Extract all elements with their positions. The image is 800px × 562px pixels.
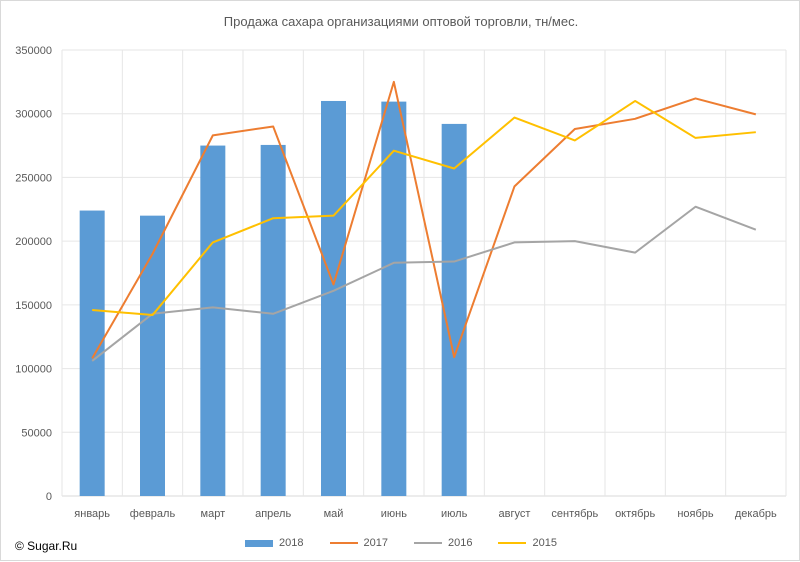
legend-item-2016: 2016 (414, 537, 472, 549)
bar-2018 (441, 123, 467, 496)
bar-2018 (381, 101, 407, 496)
x-tick-label: январь (74, 508, 110, 520)
legend-label: 2017 (363, 537, 388, 549)
legend-item-2018: 2018 (245, 537, 304, 549)
line-series-2016 (91, 205, 757, 362)
x-tick-label: июль (441, 508, 468, 520)
legend-swatch (329, 542, 358, 544)
credit-text: © Sugar.Ru (15, 539, 78, 553)
legend-label: 2016 (448, 537, 473, 549)
y-tick-label: 50000 (21, 427, 52, 439)
legend-item-2017: 2017 (329, 537, 388, 549)
x-tick-label: июнь (381, 508, 407, 520)
x-tick-label: май (324, 508, 344, 520)
x-tick-label: сентябрь (551, 508, 598, 520)
x-tick-label: февраль (130, 508, 176, 520)
y-tick-label: 250000 (15, 172, 52, 184)
line-series-2017 (91, 80, 757, 359)
legend-swatch (414, 542, 442, 544)
legend-label: 2018 (279, 537, 304, 549)
x-tick-label: декабрь (735, 508, 777, 520)
bar-2018 (321, 100, 346, 496)
bar-2018 (200, 145, 226, 497)
x-tick-label: март (201, 508, 226, 520)
legend-swatch (245, 539, 274, 547)
chart-legend: 2018 2017 2016 2015 (1, 537, 800, 549)
x-tick-label: август (499, 508, 531, 520)
x-tick-label: апрель (255, 508, 291, 520)
x-tick-label: октябрь (615, 508, 655, 520)
legend-swatch (498, 542, 527, 544)
y-tick-label: 100000 (15, 364, 52, 376)
y-tick-label: 150000 (15, 300, 52, 312)
bar-2018 (140, 215, 165, 496)
y-tick-label: 300000 (15, 109, 52, 121)
legend-label: 2015 (532, 537, 557, 549)
chart-title: Продажа сахара организациями оптовой тор… (223, 14, 579, 29)
x-tick-label: ноябрь (677, 508, 714, 520)
legend-item-2015: 2015 (498, 537, 557, 549)
line-series-2015 (92, 99, 756, 317)
y-tick-label: 350000 (15, 45, 52, 57)
y-tick-label: 200000 (15, 236, 52, 248)
bar-2018 (260, 144, 286, 497)
y-tick-label: 0 (46, 491, 52, 503)
